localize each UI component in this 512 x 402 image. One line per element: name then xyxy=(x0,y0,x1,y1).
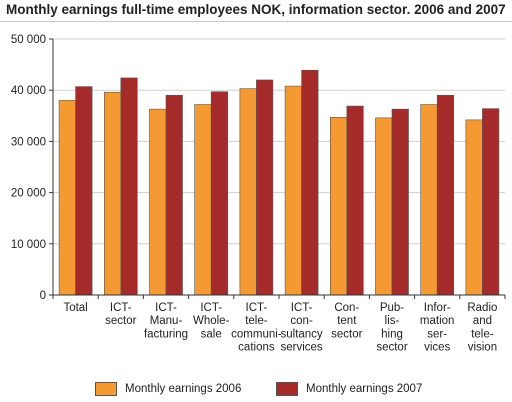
x-category-label-line: cations xyxy=(238,342,275,354)
legend-label-2006: Monthly earnings 2006 xyxy=(125,383,242,395)
x-category-label-line: sector xyxy=(331,328,362,340)
x-category-label-line: ICT- xyxy=(246,302,268,314)
x-category-label-line: mation xyxy=(420,315,455,327)
bars xyxy=(58,69,500,296)
y-tick-label: 0 xyxy=(40,290,46,302)
x-category-label-line: hing xyxy=(381,328,403,340)
x-category-label-line: ICT- xyxy=(110,302,132,314)
bar xyxy=(256,79,274,296)
bar xyxy=(329,117,348,296)
y-tick-label: 50 000 xyxy=(11,34,46,46)
y-tick-label: 30 000 xyxy=(11,136,46,148)
x-category-label-line: con- xyxy=(290,315,313,327)
x-category-label-line: tele- xyxy=(471,328,494,340)
x-category-label-line: sector xyxy=(376,342,407,354)
x-category-label-line: sultancy xyxy=(281,328,323,340)
y-tick-label: 40 000 xyxy=(11,85,46,97)
chart-title: Monthly earnings full-time employees NOK… xyxy=(6,2,506,17)
x-category-label-line: vision xyxy=(468,342,497,354)
x-category-label-line: tele- xyxy=(245,315,268,327)
bar xyxy=(375,117,393,296)
x-category-label-line: Infor- xyxy=(424,302,451,314)
y-tick-label: 10 000 xyxy=(11,239,46,251)
legend-swatch-2006 xyxy=(95,382,117,396)
x-category-label-line: Total xyxy=(63,302,87,314)
x-category-label: Total xyxy=(63,302,87,314)
x-category-label-line: lis- xyxy=(385,315,400,327)
x-category-label-line: sale xyxy=(201,328,222,340)
bar xyxy=(436,95,455,296)
x-category-label-line: Manu- xyxy=(150,315,183,327)
x-category-label-line: Pub- xyxy=(380,302,404,314)
axes xyxy=(49,38,506,299)
x-category-label: Infor-mation ser-vices xyxy=(420,302,455,354)
bar xyxy=(391,108,409,296)
x-category-label: ICT-Manu-facturing xyxy=(144,302,188,340)
bar xyxy=(239,88,257,296)
x-category-label-line: facturing xyxy=(144,328,188,340)
x-category-label-line: communi- xyxy=(231,328,282,340)
bar xyxy=(75,86,93,296)
legend: Monthly earnings 2006 Monthly earnings 2… xyxy=(0,382,512,398)
x-category-label-line: ser- xyxy=(427,328,447,340)
legend-item-2006: Monthly earnings 2006 xyxy=(95,382,241,396)
bar xyxy=(210,91,228,296)
x-category-label-line: vices xyxy=(424,342,450,354)
bar xyxy=(301,69,319,296)
bar xyxy=(120,77,138,296)
x-category-label-line: services xyxy=(281,342,323,354)
x-category-label-line: ICT- xyxy=(291,302,313,314)
x-category-label-line: Whole- xyxy=(193,315,230,327)
bar xyxy=(104,91,122,296)
y-tick-labels: 0 10 000 20 000 30 000 40 000 50 000 xyxy=(11,34,46,302)
x-category-label-line: and xyxy=(473,315,492,327)
x-category-label-line: sector xyxy=(105,315,136,327)
bar xyxy=(165,95,183,296)
x-category-label: ICT-Whole-sale xyxy=(193,302,230,340)
bar xyxy=(58,100,76,296)
bar xyxy=(465,119,483,296)
x-category-label: ICT-con-sultancy services xyxy=(281,302,323,354)
title-divider xyxy=(0,21,512,22)
legend-swatch-2007 xyxy=(276,382,298,396)
x-category-label: Pub-lis-hing sector xyxy=(376,302,407,354)
legend-label-2007: Monthly earnings 2007 xyxy=(306,383,423,395)
x-category-label-line: Radio xyxy=(467,302,497,314)
bar xyxy=(346,105,364,296)
legend-item-2007: Monthly earnings 2007 xyxy=(276,382,422,396)
bar xyxy=(194,104,212,296)
bar xyxy=(420,104,438,296)
bar xyxy=(482,108,500,296)
x-category-labels: Total ICT-sectorICT-Manu-facturingICT-Who… xyxy=(63,302,497,354)
x-category-label: Con-tent sector xyxy=(331,302,362,340)
x-category-label: ICT-sector xyxy=(105,302,136,327)
x-category-label-line: ICT- xyxy=(155,302,177,314)
bar xyxy=(284,85,302,296)
y-tick-label: 20 000 xyxy=(11,188,46,200)
x-category-label-line: tent xyxy=(337,315,357,327)
bar xyxy=(149,108,167,296)
x-category-label: Radio and tele-vision xyxy=(467,302,497,354)
x-category-label: ICT-tele-communi-cations xyxy=(231,302,282,354)
x-category-label-line: Con- xyxy=(334,302,359,314)
x-category-label-line: ICT- xyxy=(200,302,222,314)
